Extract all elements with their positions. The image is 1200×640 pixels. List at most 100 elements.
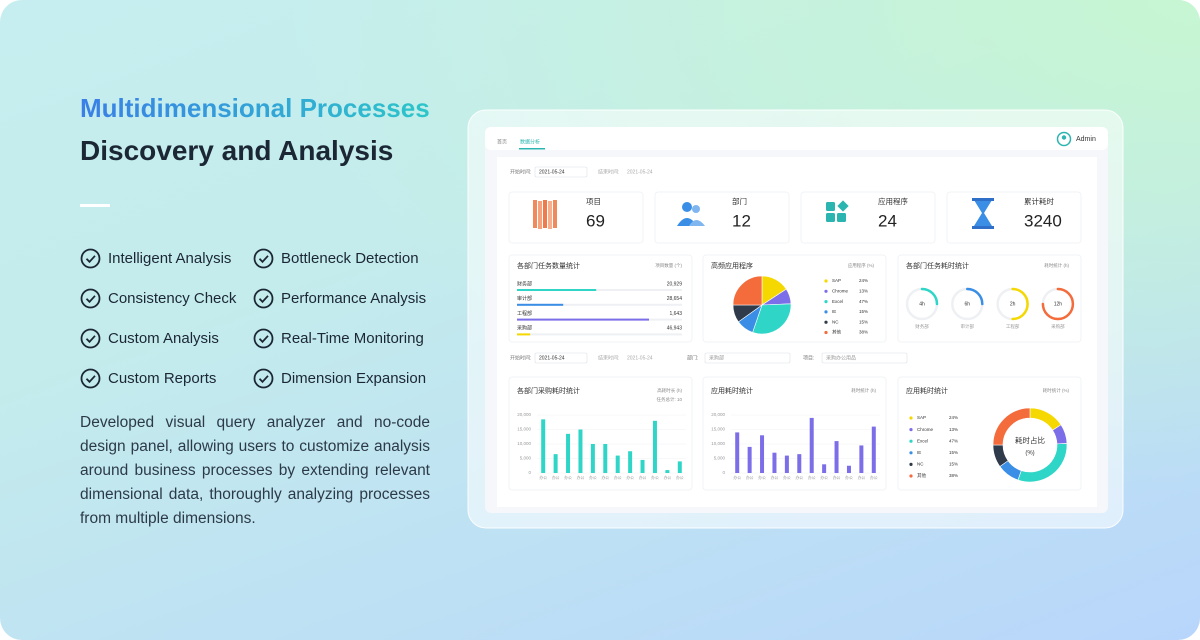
x-tick-label: 办公 [539, 475, 547, 480]
legend-value: 15% [949, 450, 958, 455]
check-icon [253, 328, 274, 349]
legend-dot [909, 416, 913, 420]
donut-unit: (%) [1025, 451, 1034, 457]
progress-bar [517, 318, 649, 321]
bar [553, 454, 558, 473]
feature-label: Custom Analysis [108, 330, 219, 347]
card [800, 191, 936, 244]
bar [760, 435, 765, 473]
ring-label: 4h [919, 301, 925, 307]
ring-name: 工程部 [1006, 323, 1020, 330]
headline-1: Multidimensional Processes [80, 93, 430, 123]
icon [692, 205, 700, 213]
legend-name: 其他 [917, 472, 926, 479]
icon [689, 220, 705, 226]
input-box [821, 352, 908, 364]
icon [974, 200, 992, 226]
legend-dot [909, 451, 913, 455]
x-tick-label: 办公 [783, 475, 791, 480]
bar [640, 459, 645, 473]
legend-dot [824, 320, 828, 324]
label: 采购办公用品 [826, 354, 856, 361]
row-name: 财务部 [517, 280, 532, 287]
x-tick-label: 办公 [626, 475, 634, 480]
legend-name: SAP [832, 278, 841, 283]
check-icon [80, 288, 101, 309]
icon [972, 226, 994, 229]
x-tick-label: 办公 [651, 475, 659, 480]
card [508, 191, 644, 244]
y-tick-label: 0 [528, 470, 531, 475]
check-icon [253, 288, 274, 309]
row-name: 采购部 [517, 325, 532, 332]
feature-label: Intelligent Analysis [108, 250, 232, 267]
check-icon [253, 248, 274, 269]
row-name: 工程部 [517, 310, 532, 317]
label: 项目: [803, 355, 814, 361]
legend-value: 13% [949, 427, 958, 432]
panel-title: 各部门任务耗时统计 [906, 261, 969, 270]
check-icon [253, 368, 274, 389]
bar [590, 444, 595, 473]
panel-title: 各部门采购耗时统计 [517, 386, 580, 395]
label: 高耗时长 (h) [657, 387, 682, 394]
icon [538, 201, 542, 229]
label: 应用程序 (%) [848, 262, 875, 269]
legend-value: 38% [859, 330, 868, 335]
ring-name: 财务部 [915, 323, 929, 330]
legend-dot [824, 310, 828, 314]
legend-value: 15% [859, 319, 868, 324]
track [517, 303, 682, 306]
ring [1011, 287, 1029, 321]
y-tick-label: 10,000 [517, 441, 531, 446]
feature: Real-Time Monitoring [253, 328, 424, 349]
card [654, 191, 790, 244]
label: 耗时统计 (h) [851, 387, 876, 394]
progress-bar [517, 289, 597, 291]
progress-bar [517, 333, 531, 336]
icon [826, 213, 835, 222]
legend-value: 13% [859, 288, 868, 293]
feature: Bottleneck Detection [253, 248, 419, 269]
x-tick-label: 办公 [870, 475, 878, 480]
slice [732, 275, 763, 306]
legend-name: Excel [917, 438, 928, 443]
x-tick-label: 办公 [552, 475, 560, 480]
input-box [704, 352, 791, 364]
card [897, 376, 1082, 491]
legend-name: SAP [917, 415, 926, 420]
label: 结束时间: [598, 354, 619, 361]
icon [682, 202, 692, 212]
label: 采购部 [709, 354, 724, 361]
icon [826, 202, 835, 211]
icon [972, 198, 994, 201]
label: 2021-05-24 [539, 169, 565, 175]
feature-label: Performance Analysis [281, 290, 427, 307]
avatar-head [1061, 135, 1067, 140]
input-box [534, 166, 588, 178]
x-tick-label: 办公 [733, 475, 741, 480]
ring-name: 审计部 [961, 323, 975, 330]
tab-active: 数据分析 [520, 138, 540, 145]
x-tick-label: 办公 [664, 475, 672, 480]
icon [837, 213, 846, 222]
bar [797, 454, 802, 473]
legend-name: NC [917, 462, 924, 467]
legend-dot [824, 289, 828, 293]
ring [920, 287, 939, 306]
label: 结束时间: [598, 168, 619, 175]
x-tick-label: 办公 [808, 475, 816, 480]
label: 2021-05-24 [539, 355, 565, 361]
x-tick-label: 办公 [758, 475, 766, 480]
y-tick-label: 5,000 [714, 456, 726, 461]
y-tick-label: 10,000 [711, 441, 725, 446]
x-tick-label: 办公 [845, 475, 853, 480]
bar [677, 461, 682, 473]
progress-bar [517, 303, 564, 306]
topbar [485, 127, 1108, 150]
bar [859, 445, 864, 473]
legend-dot [824, 330, 828, 335]
x-tick-label: 办公 [833, 475, 841, 480]
tab-underline [519, 148, 545, 150]
